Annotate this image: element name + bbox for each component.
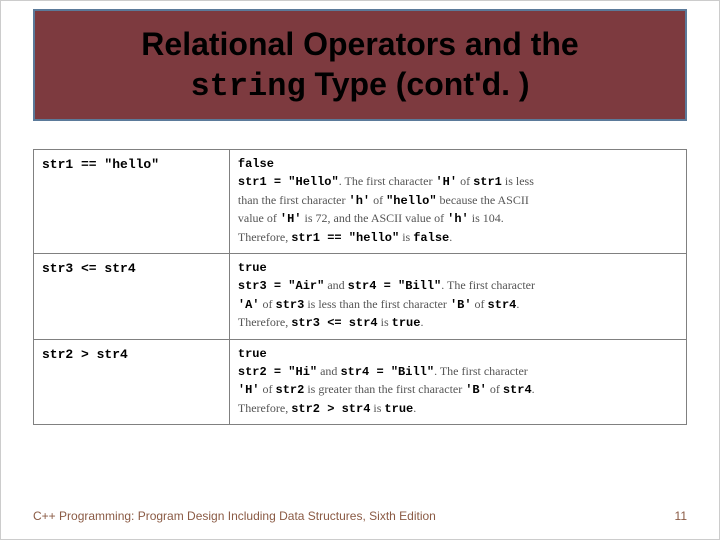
prose-text: is bbox=[370, 401, 384, 415]
prose-text: of bbox=[487, 382, 503, 396]
prose-text: of bbox=[457, 174, 473, 188]
code-text: 'A' bbox=[238, 298, 260, 312]
code-text: str4 = "Bill" bbox=[340, 365, 434, 379]
code-text: 'h' bbox=[349, 194, 371, 208]
code-text: true bbox=[384, 402, 413, 416]
prose-text: is 104. bbox=[469, 211, 504, 225]
code-text: "hello" bbox=[386, 194, 436, 208]
expression-cell: str1 == "hello" bbox=[34, 150, 230, 254]
prose-text: Therefore, bbox=[238, 401, 291, 415]
description-line: 'A' of str3 is less than the first chara… bbox=[238, 296, 678, 314]
description-line: str1 = "Hello". The first character 'H' … bbox=[238, 173, 678, 191]
code-text: str4 bbox=[503, 383, 532, 397]
comparison-table: str1 == "hello"falsestr1 = "Hello". The … bbox=[33, 149, 687, 425]
code-text: str1 = "Hello" bbox=[238, 175, 339, 189]
table-row: str2 > str4truestr2 = "Hi" and str4 = "B… bbox=[34, 339, 687, 425]
description-line: str2 = "Hi" and str4 = "Bill". The first… bbox=[238, 363, 678, 381]
prose-text: and bbox=[317, 364, 340, 378]
description-line: than the first character 'h' of "hello" … bbox=[238, 192, 678, 210]
description-line: str3 = "Air" and str4 = "Bill". The firs… bbox=[238, 277, 678, 295]
prose-text: . bbox=[449, 230, 452, 244]
table-row: str3 <= str4truestr3 = "Air" and str4 = … bbox=[34, 253, 687, 339]
code-text: 'H' bbox=[435, 175, 457, 189]
page-number: 11 bbox=[675, 509, 687, 523]
prose-text: Therefore, bbox=[238, 230, 291, 244]
slide-footer: C++ Programming: Program Design Includin… bbox=[33, 509, 687, 523]
table-row: str1 == "hello"falsestr1 = "Hello". The … bbox=[34, 150, 687, 254]
prose-text: is less bbox=[502, 174, 534, 188]
code-text: str1 bbox=[473, 175, 502, 189]
prose-text: . The first character bbox=[434, 364, 528, 378]
code-text: str3 bbox=[276, 298, 305, 312]
prose-text: than the first character bbox=[238, 193, 349, 207]
prose-text: Therefore, bbox=[238, 315, 291, 329]
title-line-1: Relational Operators and the bbox=[141, 24, 578, 64]
code-text: str2 = "Hi" bbox=[238, 365, 317, 379]
code-text: 'B' bbox=[465, 383, 487, 397]
code-text: 'h' bbox=[447, 212, 469, 226]
prose-text: . The first character bbox=[441, 278, 535, 292]
prose-text: . bbox=[413, 401, 416, 415]
code-text: str4 bbox=[488, 298, 517, 312]
code-text: str3 <= str4 bbox=[291, 316, 377, 330]
title-line-2: string Type (cont'd. ) bbox=[190, 64, 529, 107]
prose-text: value of bbox=[238, 211, 280, 225]
description-line: Therefore, str2 > str4 is true. bbox=[238, 400, 678, 418]
prose-text: of bbox=[260, 297, 276, 311]
prose-text: . bbox=[516, 297, 519, 311]
code-text: false bbox=[413, 231, 449, 245]
prose-text: because the ASCII bbox=[437, 193, 529, 207]
prose-text: is less than the first character bbox=[304, 297, 450, 311]
code-text: str4 = "Bill" bbox=[348, 279, 442, 293]
prose-text: . bbox=[420, 315, 423, 329]
description-line: Therefore, str3 <= str4 is true. bbox=[238, 314, 678, 332]
title-suffix: Type (cont'd. ) bbox=[306, 66, 530, 102]
prose-text: is bbox=[378, 315, 392, 329]
code-text: str2 bbox=[276, 383, 305, 397]
slide: Relational Operators and the string Type… bbox=[0, 0, 720, 540]
prose-text: of bbox=[472, 297, 488, 311]
prose-text: . bbox=[532, 382, 535, 396]
result-value: false bbox=[238, 156, 678, 173]
code-text: 'H' bbox=[280, 212, 302, 226]
prose-text: is bbox=[399, 230, 413, 244]
code-text: str2 > str4 bbox=[291, 402, 370, 416]
prose-text: is greater than the first character bbox=[304, 382, 465, 396]
code-text: true bbox=[392, 316, 421, 330]
prose-text: and bbox=[324, 278, 347, 292]
slide-content: str1 == "hello"falsestr1 = "Hello". The … bbox=[33, 149, 687, 479]
description-cell: truestr3 = "Air" and str4 = "Bill". The … bbox=[229, 253, 686, 339]
slide-title-bar: Relational Operators and the string Type… bbox=[33, 9, 687, 121]
description-line: value of 'H' is 72, and the ASCII value … bbox=[238, 210, 678, 228]
expression-cell: str2 > str4 bbox=[34, 339, 230, 425]
prose-text: is 72, and the ASCII value of bbox=[301, 211, 447, 225]
description-cell: falsestr1 = "Hello". The first character… bbox=[229, 150, 686, 254]
description-line: Therefore, str1 == "hello" is false. bbox=[238, 229, 678, 247]
footer-text: C++ Programming: Program Design Includin… bbox=[33, 509, 436, 523]
description-line: 'H' of str2 is greater than the first ch… bbox=[238, 381, 678, 399]
code-text: str1 == "hello" bbox=[291, 231, 399, 245]
code-text: 'B' bbox=[450, 298, 472, 312]
result-value: true bbox=[238, 260, 678, 277]
code-text: 'H' bbox=[238, 383, 260, 397]
result-value: true bbox=[238, 346, 678, 363]
prose-text: of bbox=[370, 193, 386, 207]
title-code-word: string bbox=[190, 68, 305, 105]
description-cell: truestr2 = "Hi" and str4 = "Bill". The f… bbox=[229, 339, 686, 425]
prose-text: of bbox=[260, 382, 276, 396]
prose-text: . The first character bbox=[339, 174, 436, 188]
code-text: str3 = "Air" bbox=[238, 279, 324, 293]
expression-cell: str3 <= str4 bbox=[34, 253, 230, 339]
